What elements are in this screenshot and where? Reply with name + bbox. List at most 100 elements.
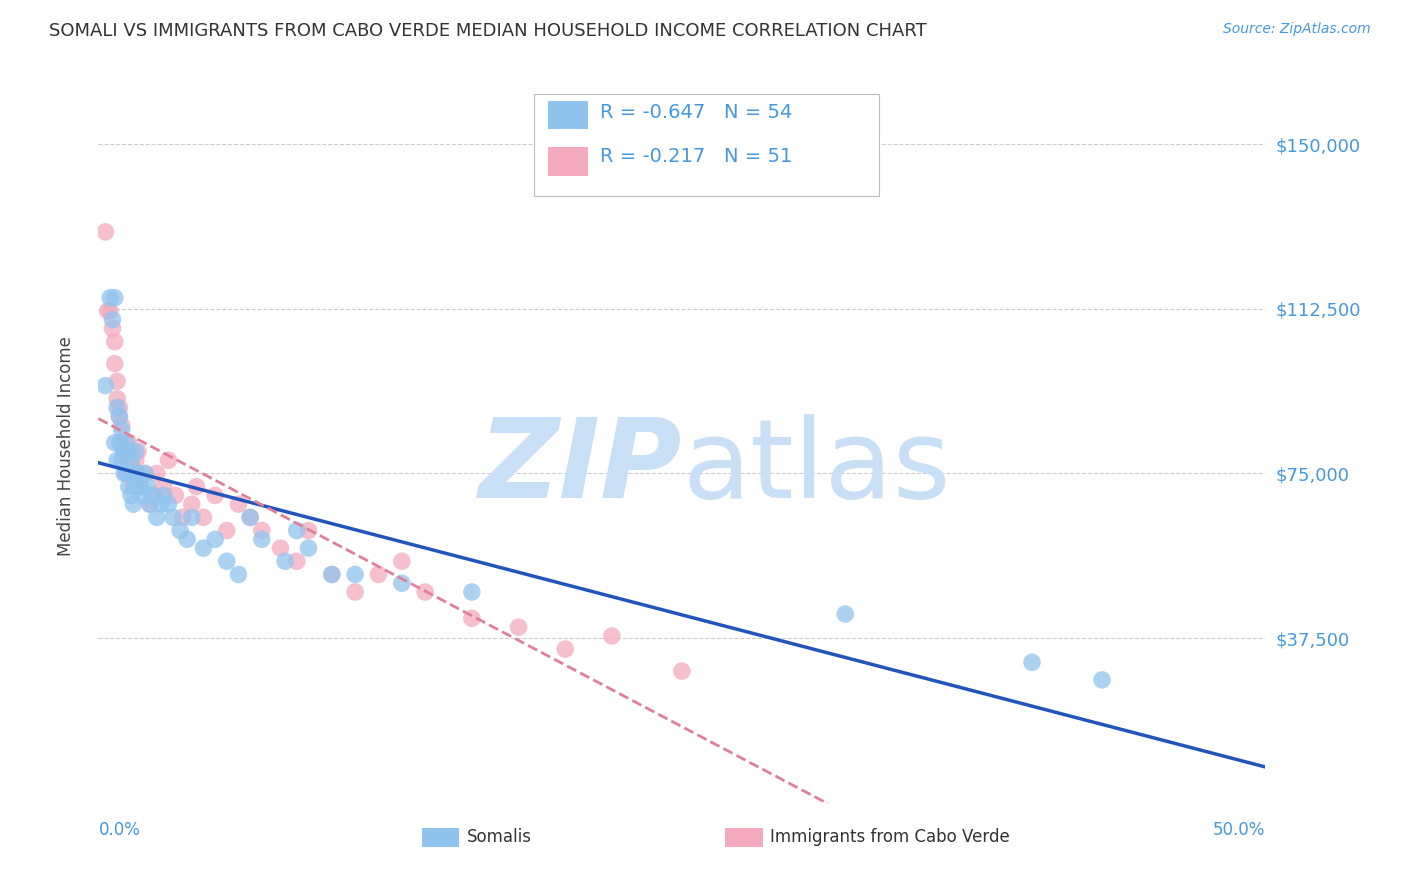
Point [127, 467, 149, 481]
Point [834, 607, 856, 621]
Point [215, 524, 238, 538]
Point [204, 488, 226, 502]
Point [157, 453, 180, 467]
Point [127, 444, 149, 458]
Point [118, 435, 141, 450]
Point [162, 510, 184, 524]
Point [152, 488, 174, 502]
Point [391, 554, 413, 568]
Point [129, 480, 152, 494]
Point [112, 444, 135, 458]
Text: 0.0%: 0.0% [98, 821, 141, 838]
Point [186, 480, 208, 494]
Point [111, 435, 134, 450]
Point [367, 567, 389, 582]
Point [108, 409, 131, 424]
Point [1091, 673, 1114, 687]
Point [120, 444, 142, 458]
Point [150, 497, 173, 511]
Point [134, 467, 156, 481]
Point [297, 524, 319, 538]
Point [461, 585, 484, 599]
Point [239, 510, 262, 524]
Point [120, 488, 142, 502]
Point [165, 488, 187, 502]
Point [228, 567, 250, 582]
Point [118, 480, 141, 494]
Point [112, 467, 135, 481]
Point [391, 576, 413, 591]
Point [125, 475, 148, 490]
Point [508, 620, 530, 634]
Point [176, 533, 198, 547]
Point [105, 401, 128, 415]
Point [111, 423, 134, 437]
Point [136, 480, 159, 494]
Point [94, 225, 117, 239]
Text: Immigrants from Cabo Verde: Immigrants from Cabo Verde [770, 828, 1010, 846]
Point [98, 304, 121, 318]
Point [554, 642, 576, 657]
Point [94, 378, 117, 392]
Point [108, 401, 131, 415]
Y-axis label: Median Household Income: Median Household Income [56, 336, 75, 556]
Point [112, 444, 135, 458]
Point [118, 444, 141, 458]
Point [108, 409, 131, 424]
Point [250, 524, 273, 538]
Point [98, 291, 121, 305]
Point [600, 629, 623, 643]
Point [169, 524, 191, 538]
Text: R = -0.647   N = 54: R = -0.647 N = 54 [600, 103, 793, 121]
Point [215, 554, 238, 568]
Point [105, 374, 128, 388]
Point [172, 510, 194, 524]
Point [97, 304, 120, 318]
Point [122, 497, 145, 511]
Point [157, 497, 180, 511]
Point [146, 510, 169, 524]
Point [297, 541, 319, 555]
Point [250, 533, 273, 547]
Point [285, 554, 308, 568]
Point [105, 453, 128, 467]
Point [228, 497, 250, 511]
Text: Somalis: Somalis [467, 828, 531, 846]
Point [285, 524, 308, 538]
Point [104, 334, 127, 349]
Point [134, 467, 156, 481]
Point [204, 533, 226, 547]
Point [239, 510, 262, 524]
Point [344, 585, 367, 599]
Point [101, 312, 124, 326]
Point [104, 291, 127, 305]
Text: Source: ZipAtlas.com: Source: ZipAtlas.com [1223, 22, 1371, 37]
Point [104, 357, 127, 371]
Point [180, 510, 202, 524]
Point [115, 453, 138, 467]
Point [115, 435, 138, 450]
Point [122, 480, 145, 494]
Point [274, 554, 297, 568]
Point [139, 497, 162, 511]
Text: atlas: atlas [682, 414, 950, 521]
Point [120, 453, 142, 467]
Point [122, 462, 145, 476]
Text: R = -0.217   N = 51: R = -0.217 N = 51 [600, 147, 793, 166]
Point [152, 480, 174, 494]
Point [269, 541, 291, 555]
Point [111, 453, 134, 467]
Text: ZIP: ZIP [478, 414, 682, 521]
Point [115, 467, 138, 481]
Point [180, 497, 202, 511]
Point [139, 497, 162, 511]
Point [193, 541, 215, 555]
Point [321, 567, 343, 582]
Point [413, 585, 436, 599]
Point [129, 480, 152, 494]
Point [671, 664, 693, 678]
Point [125, 453, 148, 467]
Point [141, 488, 163, 502]
Point [344, 567, 367, 582]
Point [108, 435, 131, 450]
